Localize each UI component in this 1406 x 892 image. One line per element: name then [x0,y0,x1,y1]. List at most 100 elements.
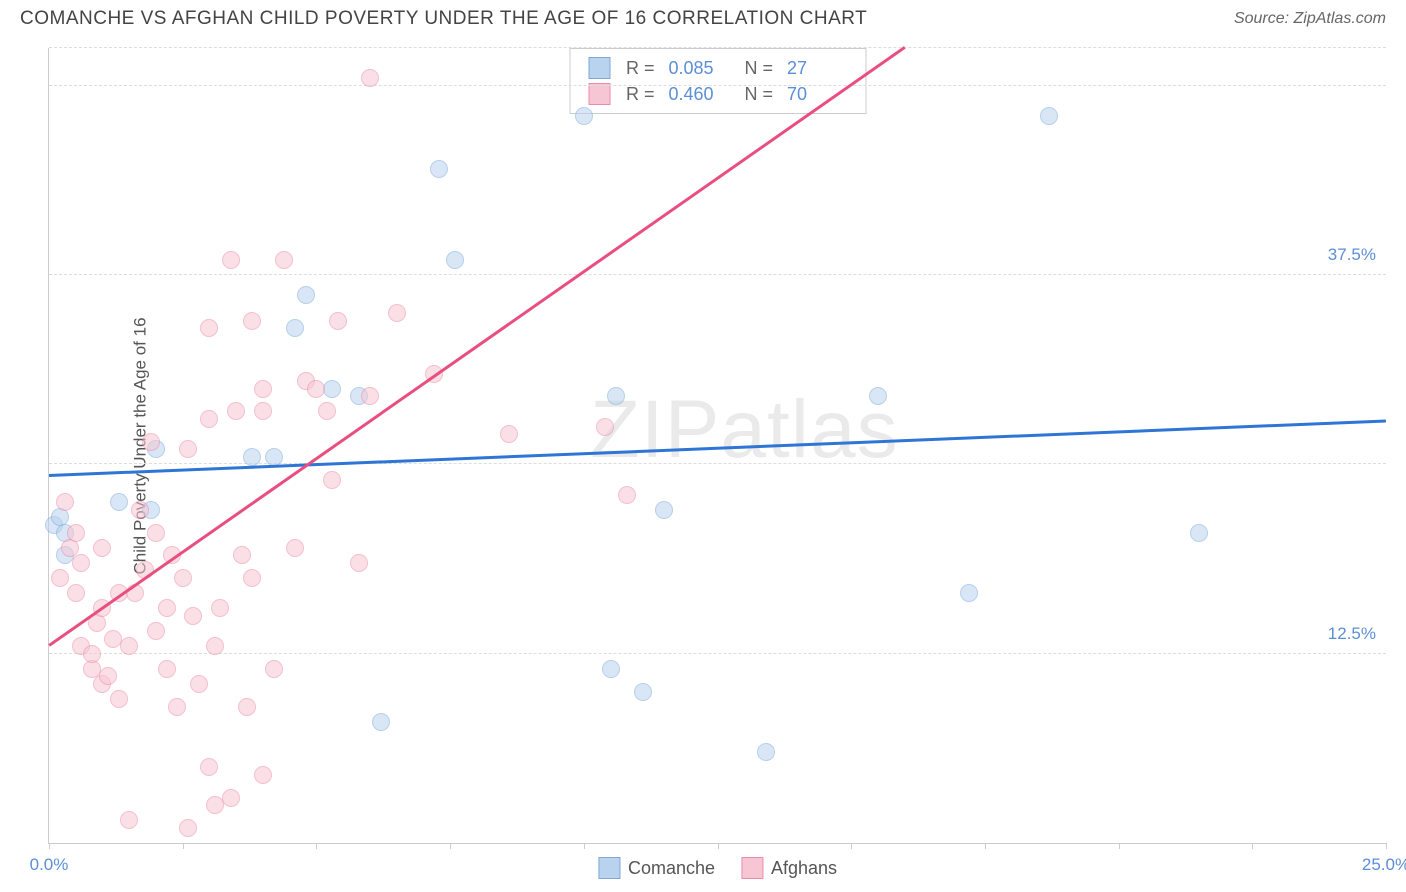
data-point [168,698,186,716]
data-point [120,811,138,829]
data-point [158,599,176,617]
series-legend: Comanche Afghans [598,857,837,879]
gridline [49,47,1386,48]
data-point [131,501,149,519]
data-point [1190,524,1208,542]
legend-swatch [741,857,763,879]
data-point [56,493,74,511]
gridline [49,85,1386,86]
r-label: R = [626,84,655,105]
data-point [372,713,390,731]
data-point [222,789,240,807]
data-point [655,501,673,519]
chart-source: Source: ZipAtlas.com [1234,10,1386,28]
data-point [206,637,224,655]
data-point [286,539,304,557]
data-point [275,251,293,269]
data-point [83,645,101,663]
data-point [618,486,636,504]
r-value: 0.460 [669,84,729,105]
n-label: N = [745,84,774,105]
x-tick-label: 0.0% [30,855,69,875]
x-tick [316,843,317,849]
data-point [323,380,341,398]
x-tick [1119,843,1120,849]
x-tick [1252,843,1253,849]
data-point [211,599,229,617]
data-point [254,766,272,784]
scatter-chart: ZIPatlas R =0.085N =27R =0.460N =70 Coma… [48,48,1386,844]
data-point [265,448,283,466]
data-point [174,569,192,587]
data-point [67,584,85,602]
x-tick-label: 25.0% [1362,855,1406,875]
x-tick [718,843,719,849]
chart-header: COMANCHE VS AFGHAN CHILD POVERTY UNDER T… [0,0,1406,34]
data-point [350,554,368,572]
data-point [200,319,218,337]
data-point [243,312,261,330]
x-tick [1386,843,1387,849]
data-point [110,493,128,511]
x-tick [183,843,184,849]
data-point [869,387,887,405]
x-tick [584,843,585,849]
data-point [93,539,111,557]
data-point [158,660,176,678]
data-point [179,819,197,837]
r-value: 0.085 [669,58,729,79]
data-point [329,312,347,330]
legend-item: Comanche [598,857,715,879]
data-point [265,660,283,678]
trend-line [48,46,905,646]
legend-label: Afghans [771,858,837,879]
data-point [286,319,304,337]
legend-item: Afghans [741,857,837,879]
data-point [430,160,448,178]
data-point [634,683,652,701]
data-point [190,675,208,693]
x-tick [450,843,451,849]
data-point [110,690,128,708]
data-point [446,251,464,269]
x-tick [851,843,852,849]
y-tick-label: 37.5% [1328,245,1376,265]
legend-label: Comanche [628,858,715,879]
data-point [227,402,245,420]
data-point [72,554,90,572]
data-point [607,387,625,405]
data-point [254,402,272,420]
data-point [243,569,261,587]
data-point [323,471,341,489]
data-point [147,622,165,640]
data-point [184,607,202,625]
data-point [307,380,325,398]
data-point [318,402,336,420]
data-point [179,440,197,458]
gridline [49,274,1386,275]
x-tick [985,843,986,849]
data-point [67,524,85,542]
data-point [596,418,614,436]
data-point [222,251,240,269]
data-point [51,569,69,587]
data-point [960,584,978,602]
data-point [1040,107,1058,125]
data-point [500,425,518,443]
data-point [147,524,165,542]
data-point [757,743,775,761]
data-point [200,410,218,428]
n-label: N = [745,58,774,79]
data-point [243,448,261,466]
data-point [254,380,272,398]
r-label: R = [626,58,655,79]
data-point [233,546,251,564]
data-point [575,107,593,125]
data-point [200,758,218,776]
gridline [49,653,1386,654]
data-point [388,304,406,322]
y-tick-label: 12.5% [1328,624,1376,644]
data-point [297,286,315,304]
legend-swatch [598,857,620,879]
x-tick [49,843,50,849]
